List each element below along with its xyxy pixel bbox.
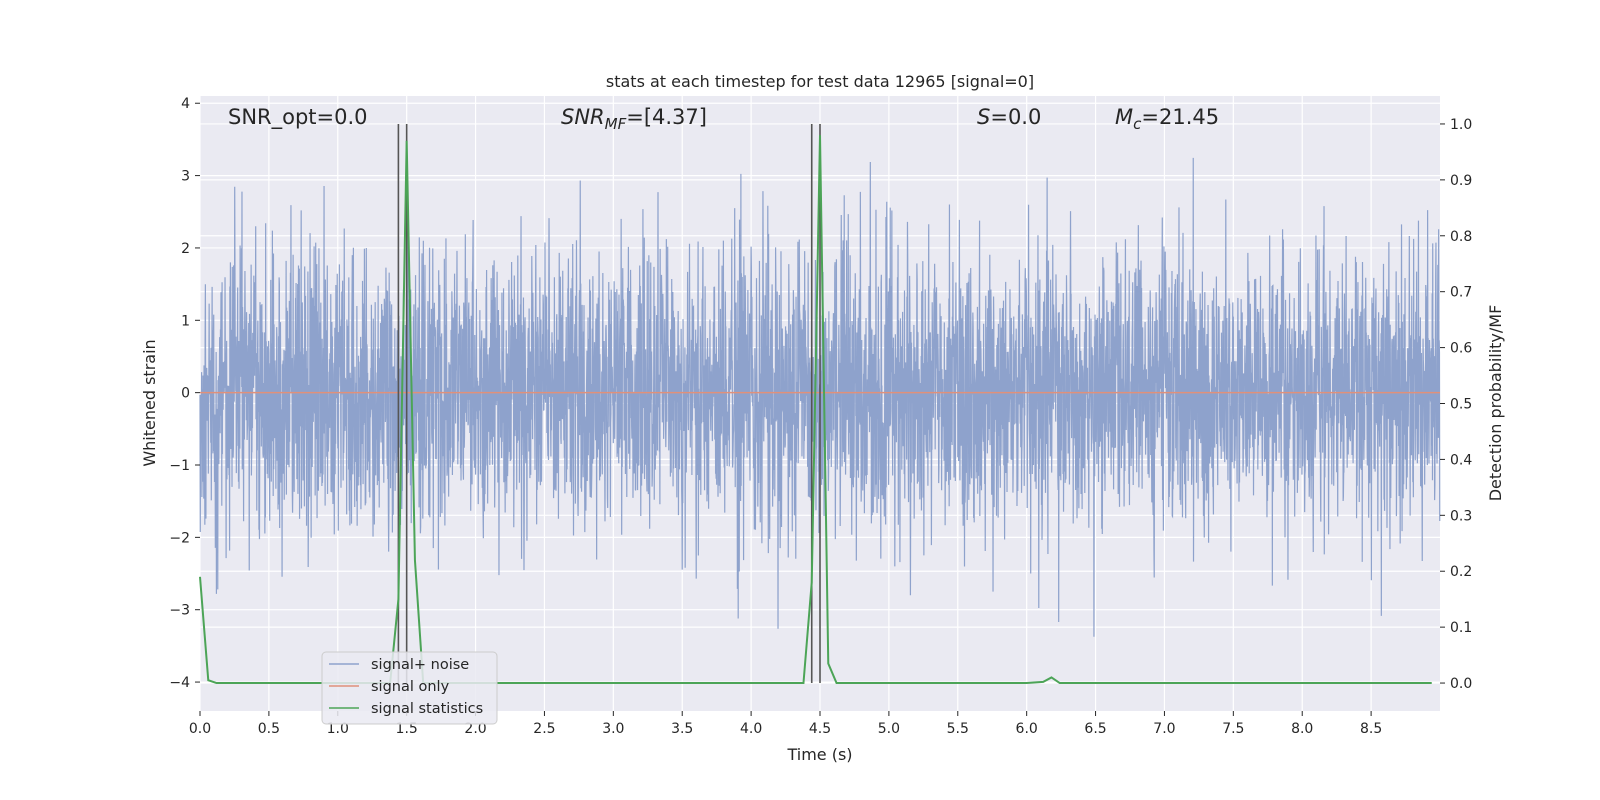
y-tick-label: 1 xyxy=(181,313,190,329)
x-tick-label: 0.0 xyxy=(189,721,211,737)
annotation-snr-mf: SNRMF=[4.37] xyxy=(561,105,707,133)
x-tick-label: 8.0 xyxy=(1291,721,1313,737)
y-axis-ticks: 4 3 2 1 0 −1 −2 −3 −4 xyxy=(169,96,200,691)
y2-tick-label: 0.3 xyxy=(1450,508,1472,524)
y2-tick-label: 0.1 xyxy=(1450,620,1472,636)
y2-tick-label: 1.0 xyxy=(1450,117,1472,133)
y2-tick-label: 0.5 xyxy=(1450,397,1472,413)
x-tick-label: 0.5 xyxy=(258,721,280,737)
legend: signal+ noise signal only signal statist… xyxy=(321,651,498,725)
x-tick-label: 3.0 xyxy=(602,721,624,737)
y-tick-label: 2 xyxy=(181,241,190,257)
x-tick-label: 7.0 xyxy=(1153,721,1175,737)
legend-box xyxy=(321,651,498,725)
x-axis-ticks: 0.0 0.5 1.0 1.5 2.0 2.5 3.0 3.5 4.0 4.5 5.0 5.5 6.0 6… xyxy=(189,711,1382,737)
annotation-snr-opt: SNR_opt=0.0 xyxy=(228,105,368,130)
y2-tick-label: 0.8 xyxy=(1450,229,1472,245)
annotation-mc: Mc=21.45 xyxy=(1115,105,1219,133)
legend-label-signal-statistics: signal statistics xyxy=(371,701,483,717)
y-tick-label: −3 xyxy=(169,603,190,619)
y2-tick-label: 0.2 xyxy=(1450,564,1472,580)
y-axis-label: Whitened strain xyxy=(140,339,159,466)
x-tick-label: 6.5 xyxy=(1084,721,1106,737)
legend-label-signal-only: signal only xyxy=(371,679,450,695)
y2-tick-label: 0.7 xyxy=(1450,285,1472,301)
annotation-s: S=0.0 xyxy=(977,105,1041,129)
y2-tick-label: 0.0 xyxy=(1450,676,1472,692)
y2-tick-label: 0.4 xyxy=(1450,452,1472,468)
y-tick-label: 0 xyxy=(181,386,190,402)
y-tick-label: 4 xyxy=(181,96,190,112)
x-axis-label: Time (s) xyxy=(786,745,852,764)
x-tick-label: 3.5 xyxy=(671,721,693,737)
x-tick-label: 4.5 xyxy=(809,721,831,737)
y2-tick-label: 0.9 xyxy=(1450,173,1472,189)
x-tick-label: 2.0 xyxy=(464,721,486,737)
x-tick-label: 8.5 xyxy=(1360,721,1382,737)
x-tick-label: 4.0 xyxy=(740,721,762,737)
y-tick-label: −4 xyxy=(169,675,190,691)
legend-label-signal-plus-noise: signal+ noise xyxy=(371,657,469,673)
x-tick-label: 1.0 xyxy=(327,721,349,737)
chart-title: stats at each timestep for test data 129… xyxy=(606,72,1034,91)
y2-axis-label: Detection probability/MF xyxy=(1486,305,1505,502)
x-tick-label: 2.5 xyxy=(533,721,555,737)
y-tick-label: −2 xyxy=(169,530,190,546)
x-tick-label: 1.5 xyxy=(396,721,418,737)
x-tick-label: 6.0 xyxy=(1016,721,1038,737)
y-tick-label: −1 xyxy=(169,458,190,474)
x-tick-label: 5.5 xyxy=(947,721,969,737)
y-tick-label: 3 xyxy=(181,169,190,185)
annotations: SNR_opt=0.0 SNRMF=[4.37] S=0.0 Mc=21.45 xyxy=(228,105,1219,133)
x-tick-label: 7.5 xyxy=(1222,721,1244,737)
y2-axis-ticks: 1.0 0.9 0.8 0.7 0.6 0.5 0.4 0.3 0.2 0.1 0.0 xyxy=(1440,117,1472,692)
x-tick-label: 5.0 xyxy=(878,721,900,737)
y2-tick-label: 0.6 xyxy=(1450,341,1472,357)
